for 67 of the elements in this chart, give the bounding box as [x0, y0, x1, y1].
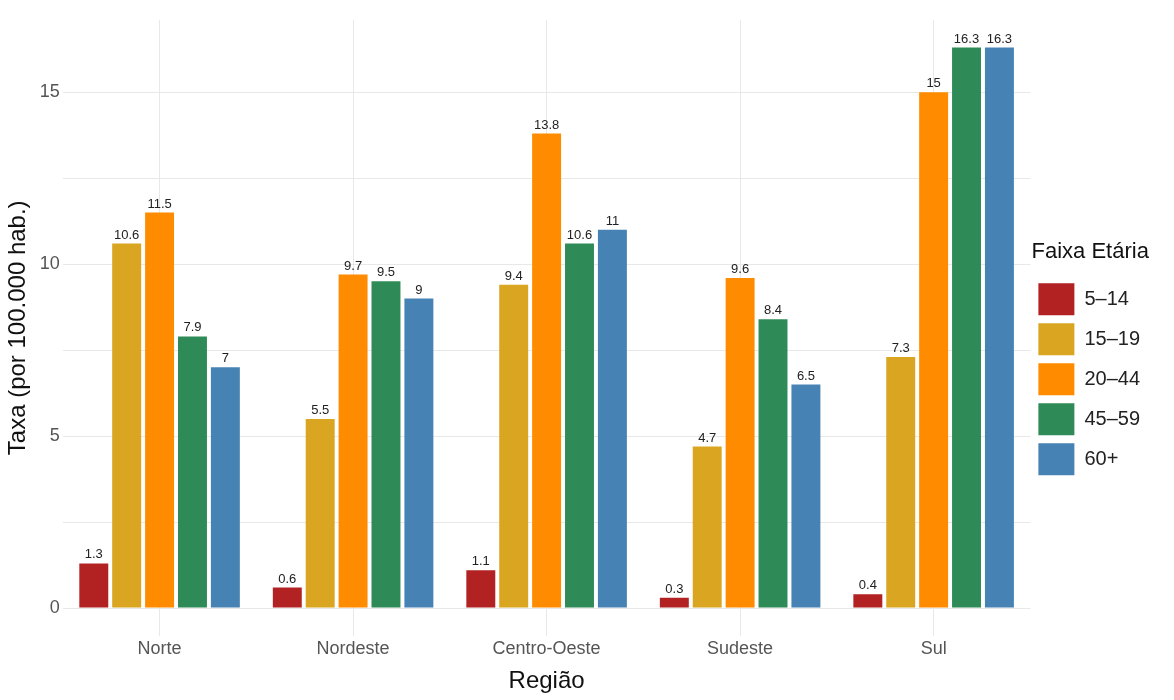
y-tick-label: 10 [39, 253, 60, 274]
bar [791, 384, 821, 608]
bar [272, 587, 302, 608]
bar [338, 274, 368, 608]
data-label: 9.7 [344, 257, 363, 273]
x-tick-label: Centro-Oeste [492, 638, 601, 659]
legend-label: 20–44 [1084, 366, 1141, 389]
data-label: 16.3 [953, 30, 980, 46]
data-label: 6.5 [796, 367, 815, 383]
data-label: 9 [415, 281, 423, 297]
data-label: 1.3 [84, 546, 103, 562]
bar [499, 284, 529, 608]
data-label: 11 [605, 212, 620, 228]
data-label: 16.3 [986, 30, 1013, 46]
bar [79, 563, 109, 608]
data-label: 7.9 [183, 319, 202, 335]
bar [178, 336, 207, 608]
bar [371, 281, 401, 608]
data-label: 4.7 [698, 429, 717, 445]
data-label: 8.4 [763, 302, 783, 318]
data-label: 10.6 [566, 226, 593, 242]
bar [404, 298, 434, 608]
bar [952, 47, 981, 608]
legend-title: Faixa Etária [1031, 237, 1150, 263]
x-tick-label: Sudeste [707, 638, 774, 659]
bar [145, 212, 175, 608]
x-tick-label: Sul [920, 638, 947, 659]
data-label: 7 [221, 350, 229, 366]
x-tick-label: Nordeste [316, 638, 390, 659]
data-label: 10.6 [114, 226, 140, 242]
bar [532, 133, 562, 608]
bar [853, 594, 883, 608]
y-tick-label: 5 [49, 425, 60, 446]
x-axis-title: Região [508, 666, 585, 694]
data-label: 13.8 [533, 116, 560, 132]
data-label: 15 [926, 75, 941, 91]
data-label: 9.6 [731, 261, 750, 277]
bar [565, 243, 594, 608]
bar [112, 243, 142, 608]
data-label: 9.5 [376, 264, 396, 280]
bar [919, 92, 949, 608]
bar [692, 446, 722, 608]
bar [305, 418, 335, 608]
x-tick-label: Norte [137, 638, 182, 659]
data-label: 0.4 [858, 577, 877, 593]
data-label: 5.5 [311, 402, 330, 418]
bar [758, 319, 788, 608]
data-label: 7.3 [891, 340, 910, 356]
data-label: 0.6 [278, 570, 297, 586]
bar [210, 367, 240, 608]
legend-label: 45–59 [1084, 406, 1141, 429]
legend-label: 60+ [1084, 446, 1119, 469]
bar [466, 570, 496, 608]
y-axis-title: Taxa (por 100.000 hab.) [3, 200, 31, 456]
data-label: 11.5 [147, 195, 172, 211]
legend-label: 5–14 [1084, 286, 1129, 309]
bar [597, 229, 627, 608]
data-label: 1.1 [471, 553, 490, 569]
y-tick-label: 0 [49, 597, 60, 618]
y-tick-label: 15 [39, 81, 60, 102]
bar [659, 597, 689, 608]
bar [984, 47, 1014, 608]
bar [725, 277, 755, 608]
data-label: 9.4 [504, 267, 523, 283]
legend-label: 15–19 [1084, 326, 1141, 349]
bar [886, 357, 916, 608]
data-label: 0.3 [665, 580, 684, 596]
